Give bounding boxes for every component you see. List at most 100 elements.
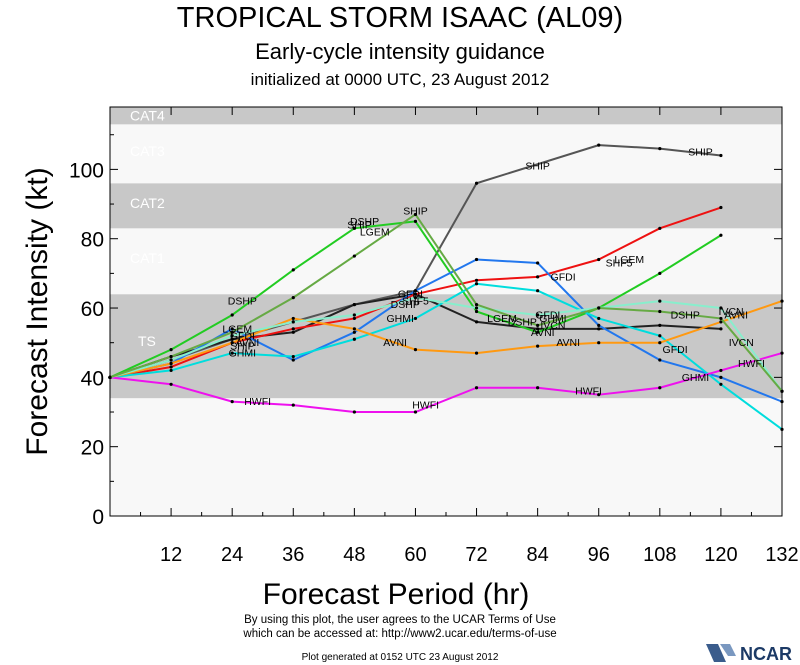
data-point-lgem	[169, 348, 173, 352]
series-label-avni: AVNI	[383, 337, 407, 349]
data-point-gfni	[658, 309, 662, 314]
x-tick-label: 72	[465, 544, 487, 566]
series-label-dshp: DSHP	[671, 309, 700, 321]
data-point-ghmi	[719, 382, 723, 386]
data-point-lgem	[413, 219, 418, 223]
data-point-avni	[413, 348, 418, 352]
band-label-cat2: CAT2	[130, 195, 165, 211]
data-point-avni	[719, 320, 723, 324]
annotation-label: SHF5	[402, 296, 429, 308]
data-point-avni	[474, 351, 479, 355]
data-point-ghmi	[413, 316, 418, 321]
data-point-ivcn	[413, 296, 418, 300]
data-point-dshp	[291, 330, 295, 334]
data-point-dshp	[230, 337, 234, 341]
data-point-avni	[169, 361, 173, 366]
data-point-gfdi	[719, 375, 723, 379]
annotation-label: DSHP	[228, 296, 257, 308]
annotation-label: AVNI	[531, 327, 555, 339]
terms-line-2: which can be accessed at: http://www2.uc…	[243, 628, 557, 640]
data-point-dshp	[719, 327, 723, 331]
data-point-gfdi	[658, 358, 662, 362]
data-point-gfni	[230, 330, 234, 334]
data-point-gfni	[719, 316, 723, 321]
annotation-label: LGEM	[222, 323, 252, 335]
band-cat3	[110, 124, 782, 184]
data-point-ghmi	[230, 351, 234, 355]
series-label-ghmi: GHMI	[682, 372, 709, 384]
data-point-ghmi	[352, 337, 356, 341]
data-point-hwfi	[169, 382, 173, 386]
series-label-ship: SHIP	[403, 205, 428, 217]
data-point-shf5	[719, 205, 723, 210]
data-point-hwfi	[719, 368, 723, 373]
data-point-ivcn	[658, 299, 662, 303]
data-point-ship	[719, 153, 723, 158]
data-point-gfni	[536, 323, 540, 327]
y-tick-label: 60	[81, 298, 104, 321]
series-label-hwfi: HWFI	[244, 396, 271, 408]
series-label-lgem: LGEM	[360, 226, 390, 238]
x-tick-label: 24	[221, 544, 243, 566]
data-point-hwfi	[474, 386, 479, 390]
annotation-label: SHIP	[347, 219, 372, 231]
data-point-gfdi	[780, 400, 784, 404]
data-point-dshp	[597, 327, 601, 331]
data-point-ivcn	[474, 306, 479, 310]
series-label-hwfi: HWFI	[738, 358, 765, 370]
data-point-ghmi	[474, 282, 479, 286]
data-point-lgem	[536, 330, 540, 334]
y-tick-label: 20	[81, 437, 104, 460]
data-point-ship	[474, 181, 479, 185]
data-point-gfni	[780, 389, 784, 393]
series-label-ship: SHIP	[688, 147, 713, 159]
data-point-ghmi	[658, 334, 662, 338]
data-point-dshp	[658, 323, 662, 327]
data-point-gfni	[413, 212, 418, 217]
ncar-logo: NCAR	[706, 644, 792, 664]
data-point-hwfi	[780, 351, 784, 355]
series-line-gfdi	[109, 258, 783, 403]
data-point-hwfi	[413, 410, 418, 414]
data-point-dshp	[474, 320, 479, 324]
data-point-gfdi	[230, 327, 234, 331]
data-point-lgem	[719, 233, 723, 237]
y-axis-label: Forecast Intensity (kt)	[21, 167, 54, 455]
y-tick-label: 100	[69, 159, 104, 182]
data-point-shf5	[597, 257, 601, 262]
annotation-label: DSHP	[350, 216, 379, 228]
data-point-lgem	[230, 313, 234, 317]
data-point-lgem	[352, 226, 356, 230]
annotation-label: GFDI	[398, 289, 423, 301]
data-point-ship	[658, 146, 662, 151]
data-point-lgem	[474, 309, 479, 314]
svg-text:NCAR: NCAR	[740, 644, 792, 664]
data-point-avni	[352, 327, 356, 331]
series-line-ship	[109, 144, 722, 379]
annotation-label: IVCN	[719, 306, 744, 318]
data-point-hwfi	[230, 400, 234, 404]
series-line-ivcn	[109, 296, 783, 392]
data-point-gfdi	[352, 330, 356, 334]
series-label-dshp: DSHP	[508, 316, 537, 328]
series-line-avni	[109, 300, 783, 379]
annotation-label: AVNI	[236, 337, 260, 349]
chart-subtitle: Early-cycle intensity guidance	[255, 39, 545, 64]
chart-title: TROPICAL STORM ISAAC (AL09)	[176, 2, 624, 34]
data-point-ivcn	[230, 334, 234, 338]
x-tick-label: 84	[527, 544, 549, 566]
data-point-gfni	[108, 375, 112, 379]
series-label-ivcn: IVCN	[540, 320, 565, 332]
x-axis-label: Forecast Period (hr)	[263, 578, 530, 611]
series-label-ivcn: IVCN	[729, 337, 754, 349]
annotation-label: DSHP	[391, 299, 420, 311]
data-point-shf5	[291, 327, 295, 331]
data-point-avni	[291, 316, 295, 321]
annotation-label: SHIP	[230, 341, 255, 353]
data-point-shf5	[536, 275, 540, 279]
series-label-lgem: LGEM	[614, 254, 644, 266]
series-label-hwfi: HWFI	[412, 400, 439, 412]
data-point-avni	[536, 344, 540, 348]
data-point-ivcn	[169, 358, 173, 362]
